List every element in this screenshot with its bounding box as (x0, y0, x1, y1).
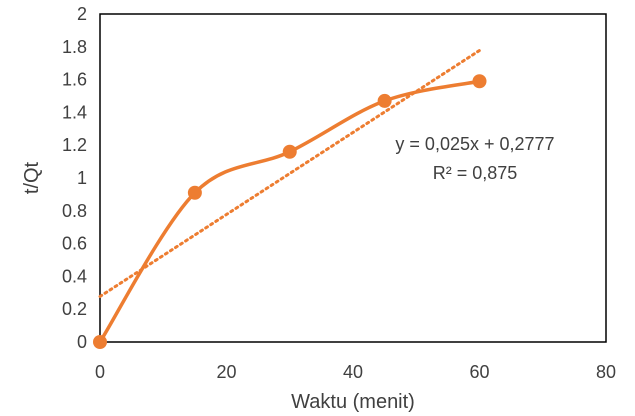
trendline-r2: R² = 0,875 (433, 163, 518, 183)
y-tick-label: 1.4 (62, 102, 87, 122)
trendline-equation: y = 0,025x + 0,2777 (395, 134, 554, 154)
series-line (98, 79, 482, 344)
y-axis-ticks: 0 0.2 0.4 0.6 0.8 1 1.2 1.4 1.6 1.8 2 (62, 4, 87, 352)
data-point (282, 144, 297, 159)
y-tick-label: 1.6 (62, 70, 87, 90)
data-point (377, 93, 392, 108)
x-tick-label: 40 (343, 362, 363, 382)
x-axis-title: Waktu (menit) (291, 391, 415, 413)
series-layer (98, 79, 482, 344)
y-tick-label: 0.6 (62, 234, 87, 254)
data-point (472, 74, 487, 89)
x-tick-label: 20 (216, 362, 236, 382)
y-tick-label: 0.2 (62, 299, 87, 319)
x-tick-label: 80 (596, 362, 616, 382)
x-axis-ticks: 0 20 40 60 80 (95, 362, 616, 382)
y-tick-label: 0.4 (62, 266, 87, 286)
y-tick-label: 0.8 (62, 201, 87, 221)
plot-area-border (99, 13, 607, 343)
trendline-layer (98, 48, 481, 298)
y-tick-label: 1.2 (62, 135, 87, 155)
y-axis-title: t/Qt (21, 161, 43, 194)
trendline (98, 48, 481, 298)
data-point (187, 185, 202, 200)
y-tick-label: 1 (77, 168, 87, 188)
data-point (93, 335, 107, 349)
y-tick-label: 0 (77, 332, 87, 352)
y-tick-label: 2 (77, 4, 87, 24)
points-layer (93, 74, 487, 349)
y-tick-label: 1.8 (62, 37, 87, 57)
x-tick-label: 0 (95, 362, 105, 382)
x-tick-label: 60 (469, 362, 489, 382)
